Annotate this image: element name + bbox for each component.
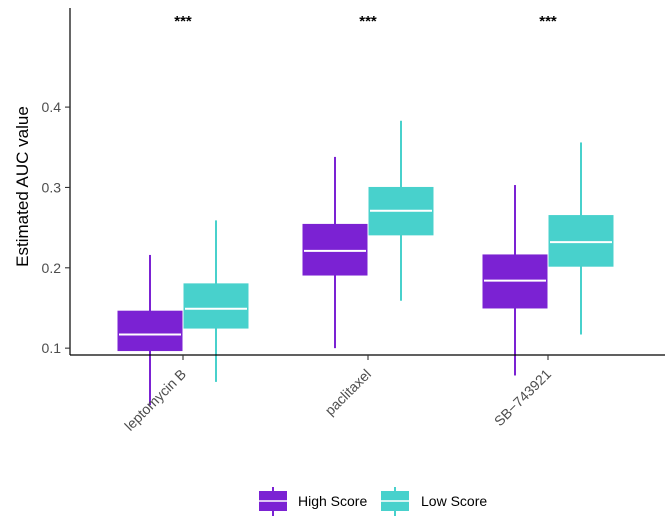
- x-tick-label: paclitaxel: [322, 366, 375, 419]
- box-high-score: [302, 156, 368, 349]
- box-low-score: [368, 120, 434, 301]
- x-axis-ticks: leptomycin B paclitaxel SB−743921: [121, 355, 554, 434]
- y-tick-label: 0.4: [42, 99, 62, 115]
- significance-labels: *** *** ***: [174, 13, 557, 30]
- plot-area: [117, 120, 614, 406]
- box-high-score: [482, 185, 548, 376]
- legend-label: Low Score: [421, 493, 487, 509]
- y-tick-label: 0.3: [42, 179, 62, 195]
- y-axis-ticks: 0.1 0.2 0.3 0.4: [42, 99, 70, 356]
- significance-label: ***: [539, 13, 557, 30]
- legend-label: High Score: [298, 493, 367, 509]
- legend-key-low-score: [381, 487, 409, 516]
- box-high-score: [117, 254, 183, 406]
- box-iqr: [117, 310, 183, 352]
- y-tick-label: 0.2: [42, 260, 62, 276]
- box-iqr: [183, 283, 249, 329]
- y-axis-title: Estimated AUC value: [13, 106, 32, 267]
- significance-label: ***: [174, 13, 192, 30]
- x-tick-label: SB−743921: [491, 366, 554, 429]
- box-low-score: [548, 142, 614, 335]
- y-tick-label: 0.1: [42, 340, 62, 356]
- x-tick-label: leptomycin B: [121, 366, 189, 434]
- legend-key-high-score: [259, 487, 287, 516]
- legend: High Score Low Score: [259, 487, 487, 516]
- significance-label: ***: [359, 13, 377, 30]
- box-iqr: [302, 223, 368, 276]
- box-iqr: [548, 215, 614, 267]
- box-low-score: [183, 220, 249, 382]
